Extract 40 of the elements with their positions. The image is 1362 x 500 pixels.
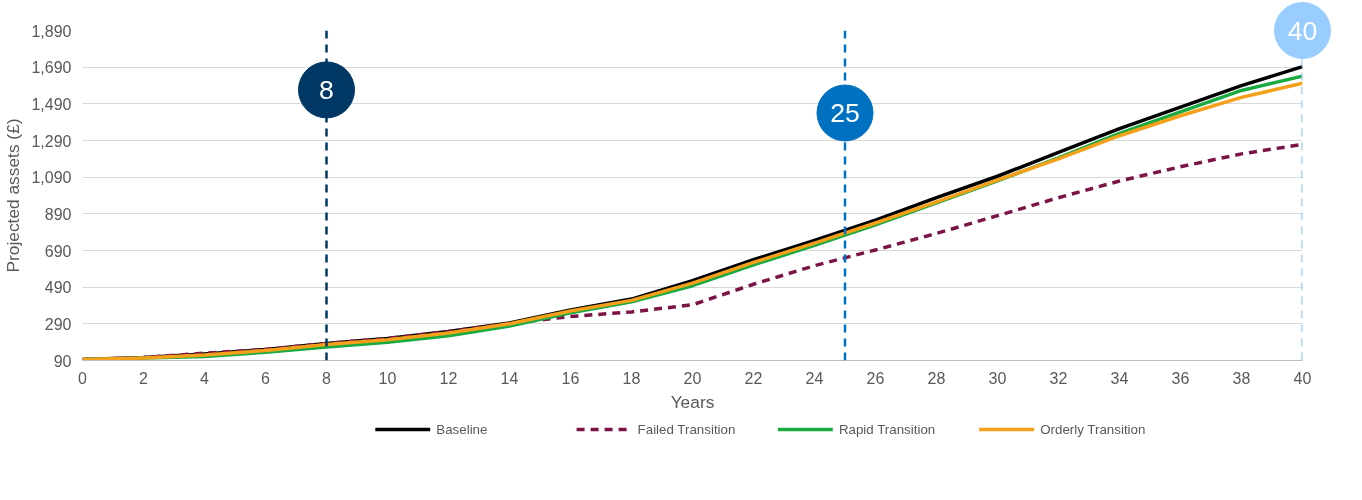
legend-label: Orderly Transition	[1040, 422, 1146, 437]
x-tick-label: 28	[927, 369, 946, 387]
x-tick-label: 6	[261, 369, 271, 387]
legend-label: Rapid Transition	[838, 422, 936, 437]
x-tick-label: 38	[1232, 369, 1251, 387]
x-tick-label: 2	[139, 369, 149, 387]
ref-line-label: 8	[319, 74, 334, 105]
x-tick-label: 34	[1110, 369, 1129, 387]
x-tick-label: 0	[78, 369, 88, 387]
x-tick-label: 12	[439, 369, 458, 387]
x-tick-label: 22	[744, 369, 763, 387]
y-tick-label: 1,490	[31, 95, 72, 113]
y-tick-label: 490	[44, 279, 72, 297]
x-tick-label: 8	[322, 369, 332, 387]
x-tick-label: 20	[683, 369, 702, 387]
x-tick-label: 18	[622, 369, 641, 387]
y-tick-label: 1,690	[31, 59, 72, 77]
x-tick-label: 14	[500, 369, 519, 387]
x-tick-label: 32	[1049, 369, 1068, 387]
y-tick-label: 1,290	[31, 132, 72, 150]
x-tick-label: 10	[378, 369, 397, 387]
x-tick-label: 36	[1171, 369, 1190, 387]
y-tick-label: 90	[53, 352, 72, 370]
y-tick-label: 1,090	[31, 169, 72, 187]
x-tick-label: 4	[200, 369, 210, 387]
y-tick-label: 890	[44, 205, 72, 223]
x-tick-label: 26	[866, 369, 885, 387]
ref-line-label: 25	[830, 98, 860, 128]
x-tick-label: 24	[805, 369, 824, 387]
x-tick-label: 40	[1293, 369, 1312, 387]
legend-label: Failed Transition	[637, 422, 736, 437]
x-axis-title: Years	[670, 391, 715, 412]
y-tick-label: 1,890	[31, 22, 72, 40]
y-tick-label: 290	[44, 315, 72, 333]
ref-line-label: 40	[1287, 15, 1318, 46]
y-tick-label: 690	[44, 242, 72, 260]
x-tick-label: 16	[561, 369, 580, 387]
x-tick-label: 30	[988, 369, 1007, 387]
y-axis-title: Projected assets (£)	[3, 118, 24, 273]
legend-label: Baseline	[436, 422, 488, 437]
